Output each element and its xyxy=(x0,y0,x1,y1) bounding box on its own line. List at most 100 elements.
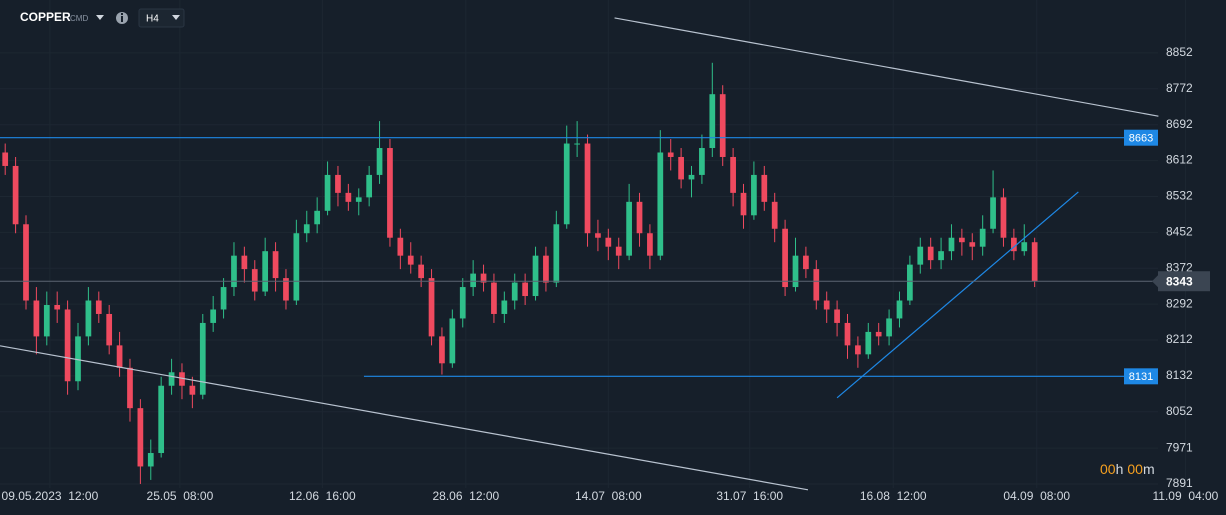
candle-body xyxy=(979,228,986,247)
candle-body xyxy=(917,246,924,265)
candle-body xyxy=(303,224,310,234)
candle-body xyxy=(1011,237,1017,252)
candle-body xyxy=(241,255,248,270)
timer-h: h xyxy=(1116,461,1124,477)
candle-body xyxy=(667,152,674,157)
candle-body xyxy=(751,174,757,216)
y-tick-label: 8692 xyxy=(1166,117,1193,131)
candle-body xyxy=(470,273,476,288)
candle-body xyxy=(834,309,840,323)
y-tick-label: 8772 xyxy=(1166,81,1193,95)
candle-body xyxy=(875,331,882,337)
y-tick-label: 8372 xyxy=(1166,260,1193,274)
timeframe: H4 xyxy=(146,14,159,25)
candle-body xyxy=(64,309,71,382)
x-tick-label: 04.09 08:00 xyxy=(1003,489,1070,503)
candle-body xyxy=(688,174,695,180)
info-icon-bar xyxy=(121,16,123,22)
candle-body xyxy=(719,94,726,157)
trendline xyxy=(0,345,809,491)
timeframe-box[interactable] xyxy=(138,8,185,28)
candle-body xyxy=(54,305,61,310)
candle-body xyxy=(439,336,445,364)
x-tick-label: 31.07 16:00 xyxy=(716,489,783,503)
candle-body xyxy=(418,264,425,279)
candle-body xyxy=(563,143,570,225)
price-badge xyxy=(1158,271,1210,292)
candle-body xyxy=(699,148,705,175)
level-label: 8663 xyxy=(1129,133,1153,145)
candle-body xyxy=(647,233,653,256)
y-tick-label: 7891 xyxy=(1166,476,1193,490)
candle-body xyxy=(43,305,50,337)
candle-body xyxy=(397,237,404,256)
candle-body xyxy=(231,255,237,288)
candle-body xyxy=(335,174,341,193)
candle-body xyxy=(657,152,664,256)
x-tick-label: 14.07 08:00 xyxy=(575,489,642,503)
candle-body xyxy=(158,385,165,454)
x-tick-label: 25.05 08:00 xyxy=(147,489,214,503)
candle-body xyxy=(283,278,289,301)
candle-body xyxy=(189,385,196,395)
candle-body xyxy=(595,233,601,238)
level-badge xyxy=(1124,129,1158,146)
candle-body xyxy=(615,246,622,256)
timer-minutes: 00 xyxy=(1127,461,1143,477)
candle-body xyxy=(491,282,497,314)
x-tick-label: 12.06 16:00 xyxy=(289,489,356,503)
candle-body xyxy=(2,152,9,166)
candle-body xyxy=(262,251,269,292)
candle-body xyxy=(626,201,632,256)
candle-body xyxy=(147,453,154,467)
dropdown-arrow[interactable] xyxy=(96,15,104,20)
candle-body xyxy=(293,233,300,301)
candle-body xyxy=(459,287,466,319)
candle-body xyxy=(428,278,435,337)
y-tick-label: 7971 xyxy=(1166,440,1193,454)
candle-body xyxy=(896,300,903,319)
candle-body xyxy=(272,251,279,279)
trendline xyxy=(836,191,1079,399)
candle-body xyxy=(792,255,799,288)
candle-body xyxy=(522,282,528,297)
candle-body xyxy=(927,246,934,261)
overlays: 7891 7971 8052 8132 8212 8292 8372 8452 8532 8612… xyxy=(0,17,1219,503)
timer-m: m xyxy=(1143,461,1155,477)
candle-body xyxy=(740,192,747,216)
candle-body xyxy=(959,237,965,243)
market: CMD xyxy=(70,14,88,23)
symbol[interactable]: COPPER xyxy=(20,10,71,24)
candle-body xyxy=(179,372,185,386)
candle-body xyxy=(127,367,133,409)
candle-body xyxy=(449,318,456,364)
plot xyxy=(2,62,1038,484)
candle-body xyxy=(75,336,81,382)
candle-body xyxy=(969,242,976,247)
candle-body xyxy=(813,269,820,301)
candle-body xyxy=(23,224,29,301)
candle-body xyxy=(938,251,944,261)
y-tick-label: 8532 xyxy=(1166,189,1193,203)
candle-body xyxy=(532,255,539,297)
candle-body xyxy=(137,408,144,467)
candle-body xyxy=(12,165,19,225)
y-tick-label: 8612 xyxy=(1166,153,1193,167)
info-icon-dot xyxy=(121,13,123,15)
y-tick-label: 8292 xyxy=(1166,296,1193,310)
y-tick-label: 8132 xyxy=(1166,368,1193,382)
candle-body xyxy=(605,237,612,247)
candle-body xyxy=(584,143,591,234)
candle-body xyxy=(553,224,560,283)
x-tick-label: 16.08 12:00 xyxy=(860,489,927,503)
x-tick-label: 11.09 04:00 xyxy=(1153,489,1219,503)
candle-body xyxy=(543,255,549,283)
candle-body xyxy=(574,143,580,145)
trendline xyxy=(614,17,1159,117)
candle-body xyxy=(803,255,809,270)
candle-body xyxy=(33,300,40,337)
candle-body xyxy=(730,156,736,193)
candle-body xyxy=(1021,242,1028,252)
candle-body xyxy=(210,309,217,323)
